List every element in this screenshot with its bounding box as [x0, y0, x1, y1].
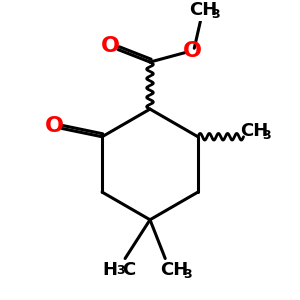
Text: O: O	[183, 41, 202, 61]
Text: O: O	[45, 116, 64, 136]
Text: 3: 3	[116, 264, 124, 277]
Text: 3: 3	[211, 8, 220, 21]
Text: CH: CH	[189, 1, 218, 19]
Text: H: H	[102, 261, 117, 279]
Text: 3: 3	[184, 268, 192, 281]
Text: 3: 3	[262, 129, 271, 142]
Text: O: O	[101, 36, 120, 56]
Text: CH: CH	[160, 261, 188, 279]
Text: CH: CH	[240, 122, 268, 140]
Text: C: C	[122, 261, 135, 279]
